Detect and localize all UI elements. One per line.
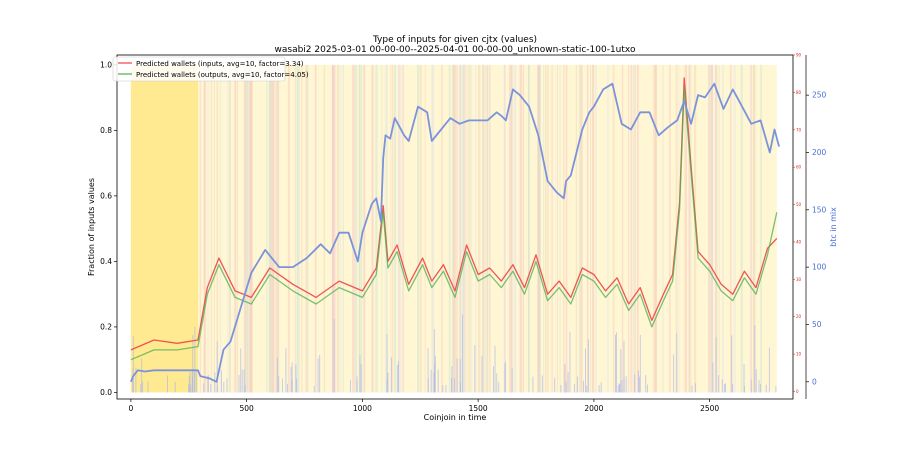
plot-frame [116, 54, 794, 400]
y-tick-label: 0.8 [100, 126, 112, 135]
y3-tick-label: 50 [796, 202, 802, 207]
y-tick-label: 1.0 [100, 60, 112, 69]
y3-tick-label: 20 [796, 314, 802, 319]
legend-label-inputs: Predicted wallets (inputs, avg=10, facto… [136, 60, 304, 68]
y-tick-label: 0.0 [100, 388, 112, 397]
legend: Predicted wallets (inputs, avg=10, facto… [112, 56, 309, 82]
chart-subtitle: wasabi2 2025-03-01 00-00-00--2025-04-01 … [275, 45, 636, 55]
y3-tick-label: 10 [796, 352, 802, 357]
series-line-outputs [130, 87, 778, 361]
series-lines [130, 77, 780, 383]
y2-tick-label: 50 [812, 320, 822, 329]
y-axis-left: 0.0 0.2 0.4 0.6 0.8 1.0 [100, 60, 117, 397]
y3-tick-label: 70 [796, 127, 802, 132]
x-tick-label: 2000 [584, 404, 603, 413]
y2-tick-label: 200 [812, 148, 827, 157]
y-tick-label: 0.2 [100, 322, 112, 331]
series-line-inputs [130, 77, 778, 351]
legend-box [112, 56, 286, 82]
y2-axis-label: btc in mix [829, 207, 838, 247]
y2-tick-label: 150 [812, 205, 827, 214]
y-tick-label: 0.6 [100, 191, 112, 200]
series-line-btc-in-mix [130, 82, 780, 383]
y2-tick-label: 100 [812, 263, 827, 272]
y3-tick-label: 80 [796, 90, 802, 95]
y-axis-label: Fraction of inputs values [87, 178, 96, 276]
x-tick-label: 0 [128, 404, 133, 413]
legend-label-outputs: Predicted wallets (outputs, avg=10, fact… [136, 71, 309, 79]
x-tick-label: 1000 [353, 404, 372, 413]
y-axis-right-secondary: 0 10 20 30 40 50 60 70 80 90 [793, 53, 802, 394]
y-tick-label: 0.4 [100, 257, 112, 266]
x-tick-label: 2500 [700, 404, 719, 413]
chart-title: Type of inputs for given cjtx (values) [372, 35, 537, 45]
y3-tick-label: 0 [796, 389, 799, 394]
x-axis: 0 500 1000 1500 2000 2500 [128, 399, 719, 413]
y2-tick-label: 250 [812, 91, 827, 100]
x-tick-label: 1500 [469, 404, 488, 413]
y3-tick-label: 60 [796, 165, 802, 170]
x-tick-label: 500 [239, 404, 254, 413]
y3-tick-label: 40 [796, 239, 802, 244]
y3-tick-label: 30 [796, 277, 802, 282]
y-axis-right-btc: 0 50 100 150 200 250 [805, 55, 827, 399]
y3-tick-label: 90 [796, 53, 802, 58]
x-axis-label: Coinjoin in time [424, 413, 487, 422]
early-highlight-band [130, 64, 199, 393]
y2-tick-label: 0 [812, 377, 817, 386]
